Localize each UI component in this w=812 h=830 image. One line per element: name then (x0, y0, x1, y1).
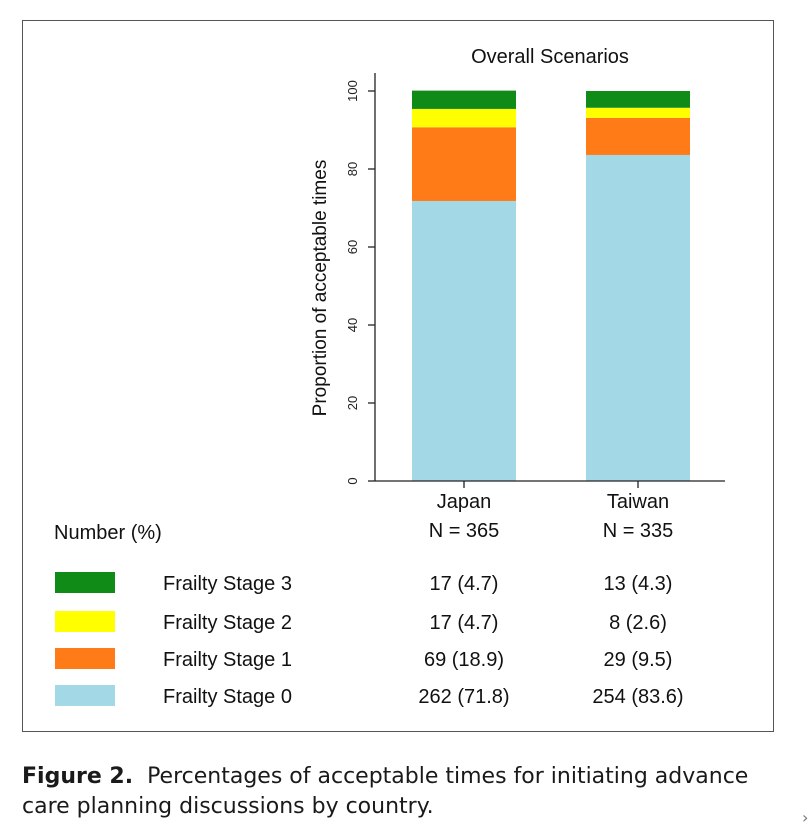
bar-japan-stage-3 (412, 90, 516, 109)
bar-taiwan-stage-2 (586, 107, 690, 118)
y-tick-label-80: 80 (345, 162, 360, 176)
bar-taiwan-stage-1 (586, 117, 690, 155)
legend-swatch-stage-1 (55, 648, 115, 669)
data-label-japan-stage-2: 17 (4.7) (430, 612, 499, 634)
bar-japan-stage-0 (412, 200, 516, 482)
x-category-n-japan: N = 365 (429, 520, 500, 542)
figure-caption-label: Figure 2. (22, 764, 134, 789)
data-label-japan-stage-0: 262 (71.8) (418, 686, 509, 708)
legend-swatch-stage-0 (55, 685, 115, 706)
x-category-n-taiwan: N = 335 (603, 520, 674, 542)
legend-label-stage-1: Frailty Stage 1 (163, 649, 292, 671)
legend-label-stage-3: Frailty Stage 3 (163, 573, 292, 595)
data-label-taiwan-stage-3: 13 (4.3) (604, 573, 673, 595)
legend-label-stage-2: Frailty Stage 2 (163, 612, 292, 634)
y-tick-label-60: 60 (345, 240, 360, 254)
x-tick-label-taiwan: Taiwan (607, 491, 669, 513)
x-tick-label-japan: Japan (437, 491, 492, 513)
figure-caption: Figure 2. Percentages of acceptable time… (22, 762, 802, 822)
data-label-japan-stage-3: 17 (4.7) (430, 573, 499, 595)
bar-taiwan-stage-3 (586, 91, 690, 108)
stacked-bar-chart: Overall Scenarios 0 20 40 60 80 100 Proportion … (54, 46, 725, 708)
data-label-japan-stage-1: 69 (18.9) (424, 649, 504, 671)
data-label-taiwan-stage-2: 8 (2.6) (609, 612, 667, 634)
stray-mark: › (802, 808, 809, 827)
figure-caption-text: Percentages of acceptable times for init… (22, 764, 749, 819)
legend-label-stage-0: Frailty Stage 0 (163, 686, 292, 708)
y-tick-label-0: 0 (345, 477, 360, 484)
y-tick-label-40: 40 (345, 318, 360, 332)
y-tick-label-20: 20 (345, 396, 360, 410)
data-label-taiwan-stage-1: 29 (9.5) (604, 649, 673, 671)
bar-taiwan-stage-0 (586, 154, 690, 481)
legend-header: Number (%) (54, 522, 162, 544)
bar-japan-stage-1 (412, 127, 516, 201)
data-label-taiwan-stage-0: 254 (83.6) (592, 686, 683, 708)
bar-japan-stage-2 (412, 108, 516, 128)
chart-title: Overall Scenarios (471, 46, 629, 68)
legend-swatch-stage-3 (55, 572, 115, 593)
y-tick-label-100: 100 (345, 80, 360, 102)
legend-swatch-stage-2 (55, 611, 115, 632)
y-axis-label: Proportion of acceptable times (310, 160, 331, 417)
figure-frame: Overall Scenarios 0 20 40 60 80 100 Proportion … (22, 20, 774, 732)
